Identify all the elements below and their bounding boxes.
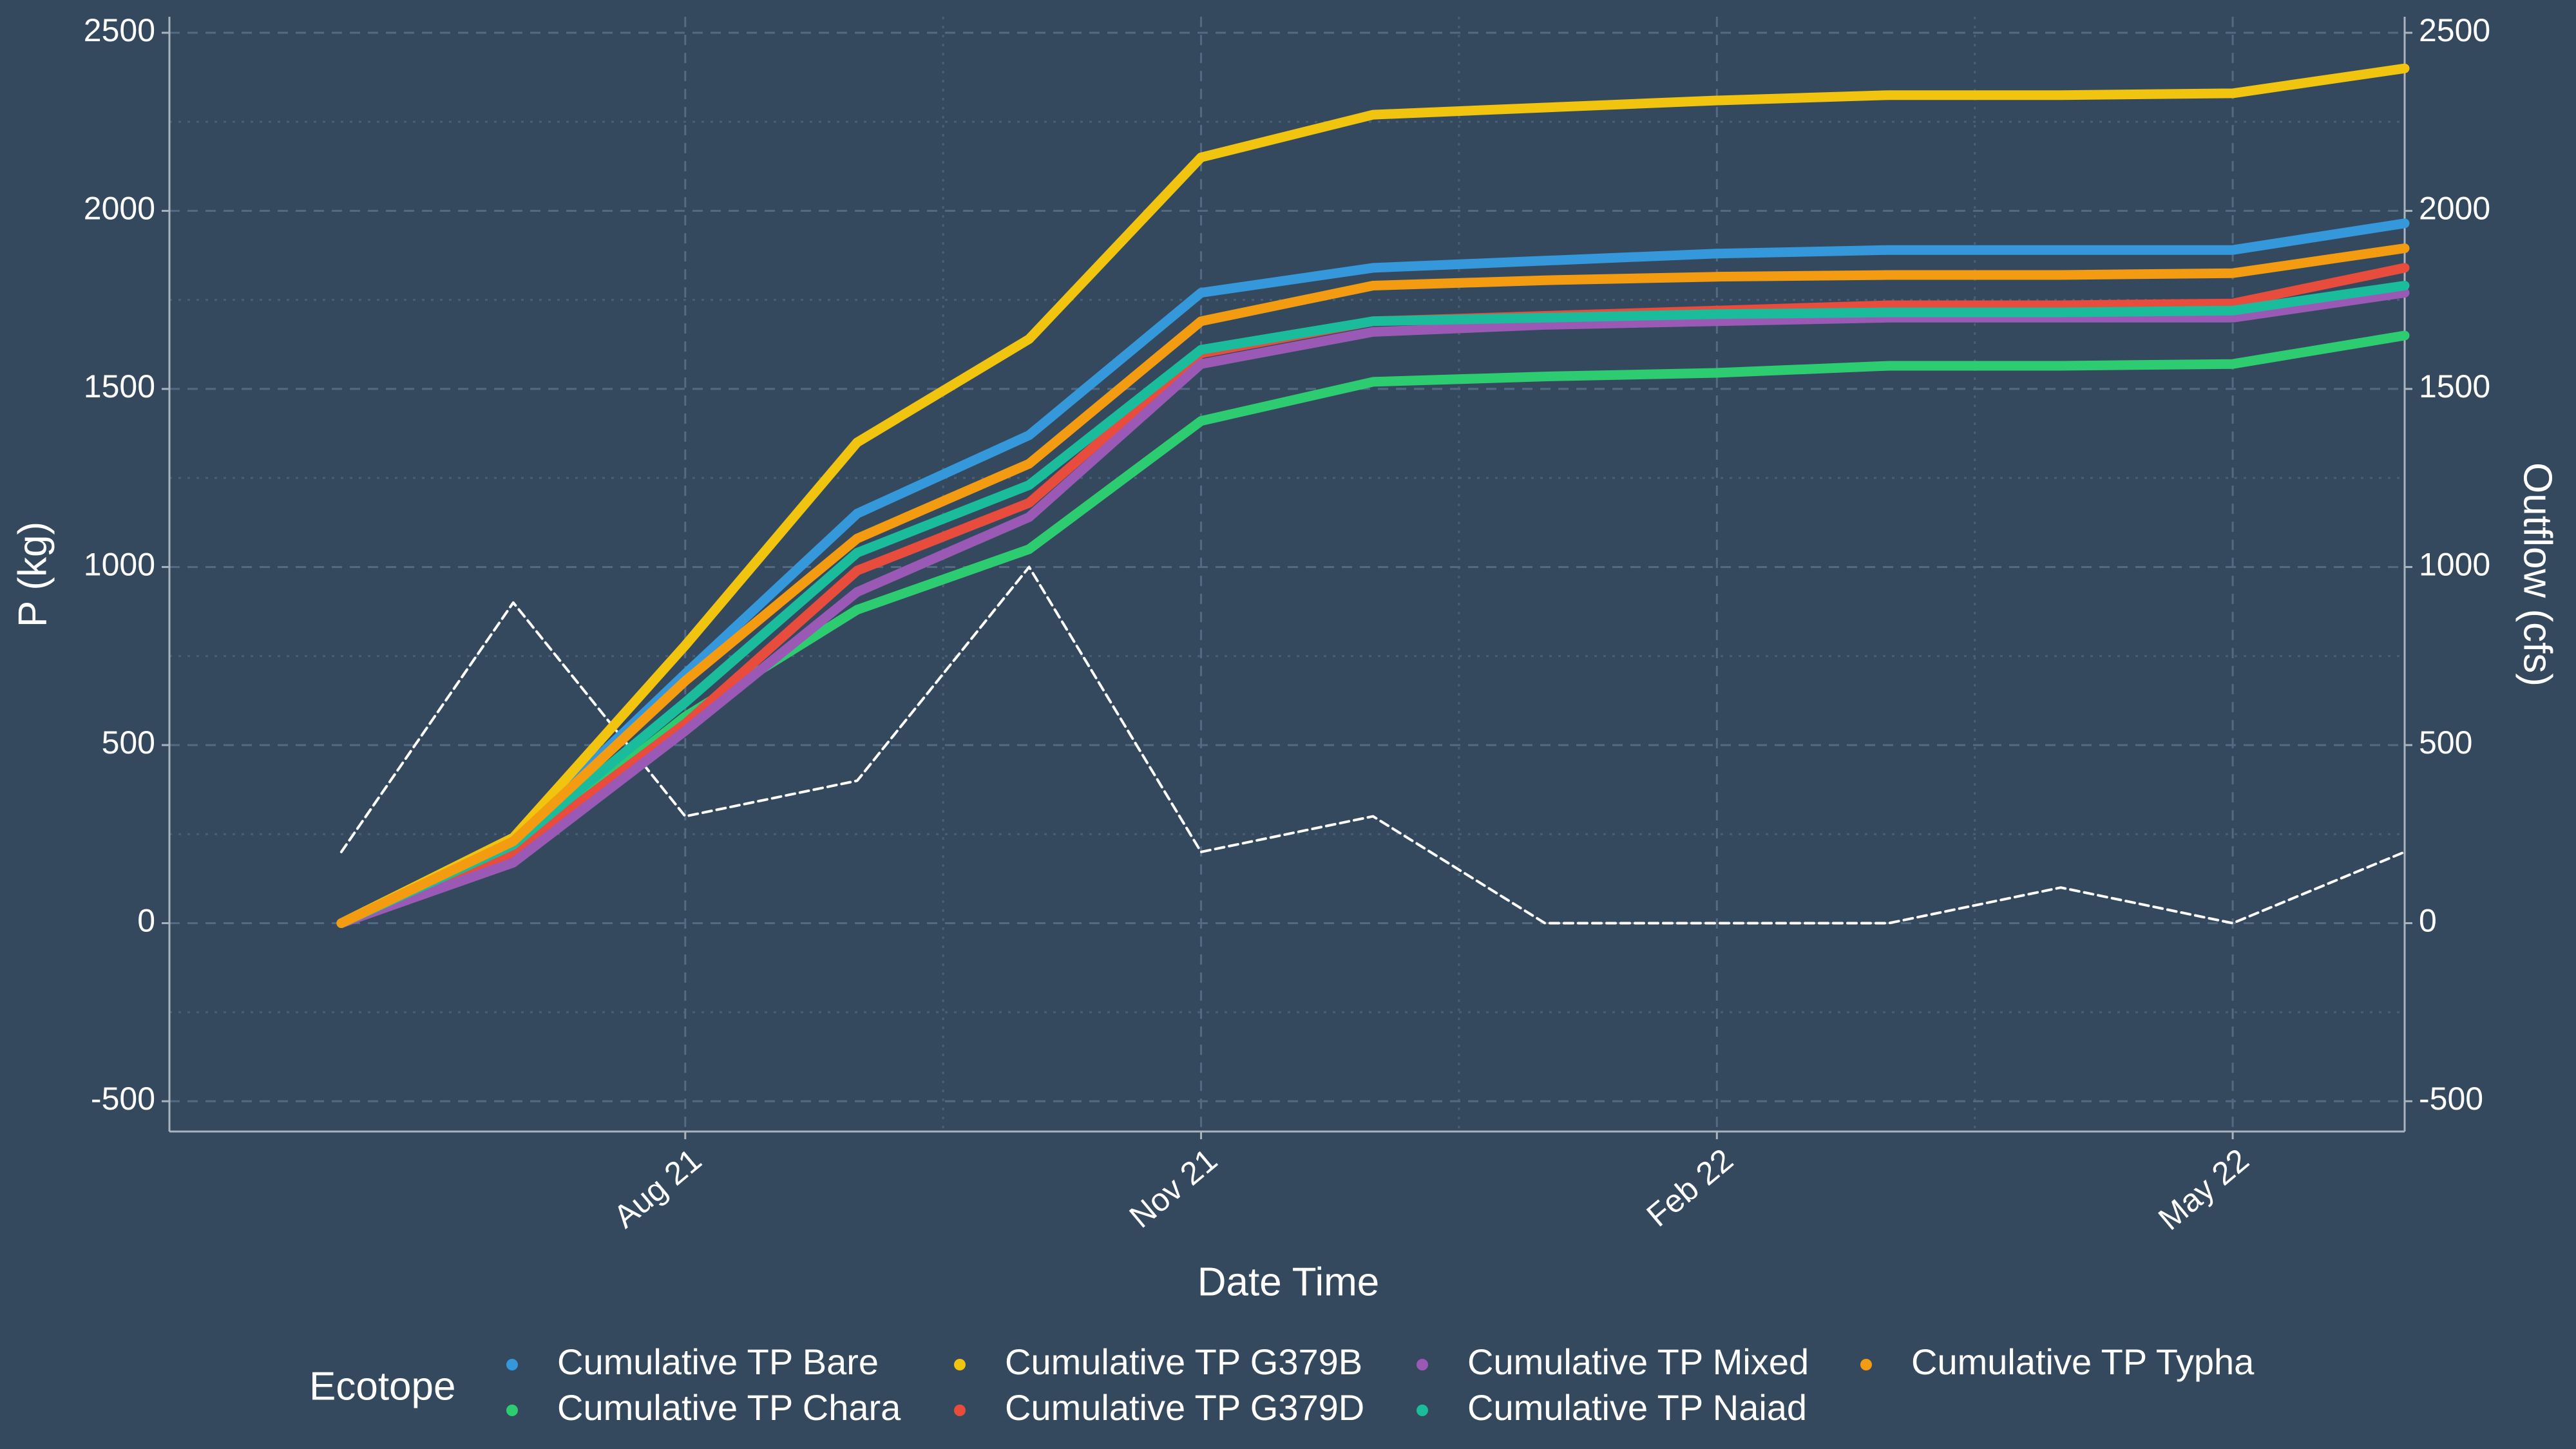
y2-tick-label: 500	[2419, 724, 2472, 761]
y2-tick-label: 2000	[2419, 191, 2490, 227]
y-axis-title: P (kg)	[10, 522, 55, 627]
legend-label: Cumulative TP G379D	[1005, 1387, 1364, 1428]
y-tick-label: 1500	[84, 368, 155, 404]
y2-tick-label: 1000	[2419, 547, 2490, 583]
legend-label: Cumulative TP Bare	[557, 1341, 879, 1382]
outflow-line	[339, 565, 2406, 925]
legend-marker	[1417, 1405, 1428, 1416]
series-line	[336, 288, 2410, 928]
y-tick-label: -500	[91, 1081, 155, 1117]
y2-tick-label: -500	[2419, 1081, 2483, 1117]
y-tick-label: 500	[102, 724, 155, 761]
legend-label: Cumulative TP Naiad	[1467, 1387, 1807, 1428]
series-line	[336, 243, 2410, 928]
y-tick-label: 0	[137, 903, 155, 939]
y2-tick-label: 0	[2419, 903, 2437, 939]
legend-title: Ecotope	[309, 1364, 456, 1408]
legend-marker	[506, 1405, 518, 1416]
legend-marker	[1417, 1359, 1428, 1370]
legend-marker	[954, 1359, 966, 1370]
y-tick-label: 1000	[84, 547, 155, 583]
y-tick-label: 2500	[84, 12, 155, 48]
legend-marker	[954, 1405, 966, 1416]
legend-label: Cumulative TP Mixed	[1467, 1341, 1809, 1382]
y-tick-label: 2000	[84, 191, 155, 227]
legend-label: Cumulative TP Typha	[1911, 1341, 2255, 1382]
series-line	[336, 218, 2410, 928]
y2-tick-label: 2500	[2419, 12, 2490, 48]
y2-tick-label: 1500	[2419, 368, 2490, 404]
series-line	[336, 281, 2410, 928]
legend-label: Cumulative TP Chara	[557, 1387, 901, 1428]
legend-marker	[1860, 1359, 1872, 1370]
legend-marker	[506, 1359, 518, 1370]
series-line	[336, 330, 2410, 928]
legend-label: Cumulative TP G379B	[1005, 1341, 1362, 1382]
series-line	[336, 63, 2410, 928]
y2-axis-title: Outflow (cfs)	[2515, 462, 2560, 687]
x-axis-title: Date Time	[1197, 1260, 1380, 1304]
